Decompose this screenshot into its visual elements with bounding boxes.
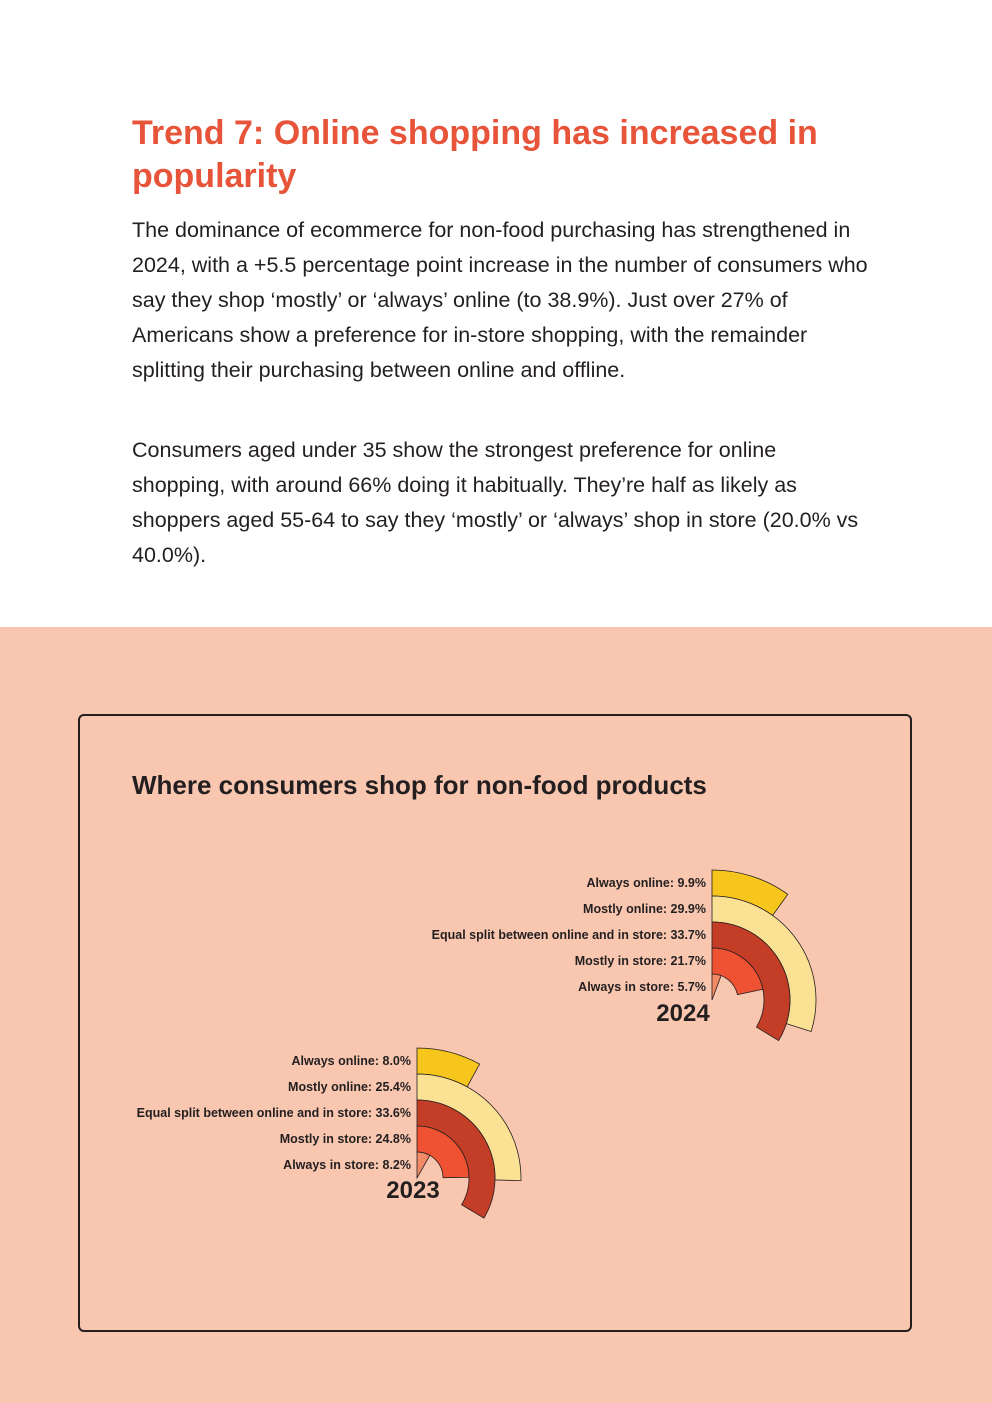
chart-title: Where consumers shop for non-food produc… — [132, 770, 707, 800]
chart-frame — [78, 714, 912, 1332]
arc-2023-always-in-store — [416, 1151, 431, 1180]
intro-paragraph-1: The dominance of ecommerce for non-food … — [132, 218, 868, 382]
radial-group-2024: Always online: 9.9% Mostly online: 29.9% E… — [432, 869, 817, 1042]
label-2023-3: Mostly in store: 24.8% — [280, 1132, 411, 1146]
page-heading: Trend 7: Online shopping has increased i… — [132, 114, 818, 195]
radial-group-2023: Always online: 8.0% Mostly online: 25.4% E… — [137, 1047, 522, 1219]
label-2023-2: Equal split between online and in store:… — [137, 1106, 411, 1120]
label-2023-1: Mostly online: 25.4% — [288, 1080, 411, 1094]
year-label-2023: 2023 — [386, 1177, 439, 1204]
chart-band-background — [0, 627, 992, 1403]
intro-paragraph-2: Consumers aged under 35 show the stronge… — [132, 438, 859, 567]
label-2024-2: Equal split between online and in store:… — [432, 928, 706, 942]
intro-section: Trend 7: Online shopping has increased i… — [0, 0, 992, 627]
label-2024-0: Always online: 9.9% — [587, 876, 706, 890]
year-label-2024: 2024 — [656, 1000, 710, 1027]
label-2024-4: Always in store: 5.7% — [578, 980, 706, 994]
label-2024-3: Mostly in store: 21.7% — [575, 954, 706, 968]
label-2024-1: Mostly online: 29.9% — [583, 902, 706, 916]
arc-2024-always-in-store — [711, 973, 722, 1001]
label-2023-4: Always in store: 8.2% — [283, 1158, 411, 1172]
label-2023-0: Always online: 8.0% — [292, 1054, 411, 1068]
radial-groups: Always online: 9.9% Mostly online: 29.9% E… — [137, 869, 817, 1219]
arc-2024-mostly-in-store — [711, 947, 764, 996]
